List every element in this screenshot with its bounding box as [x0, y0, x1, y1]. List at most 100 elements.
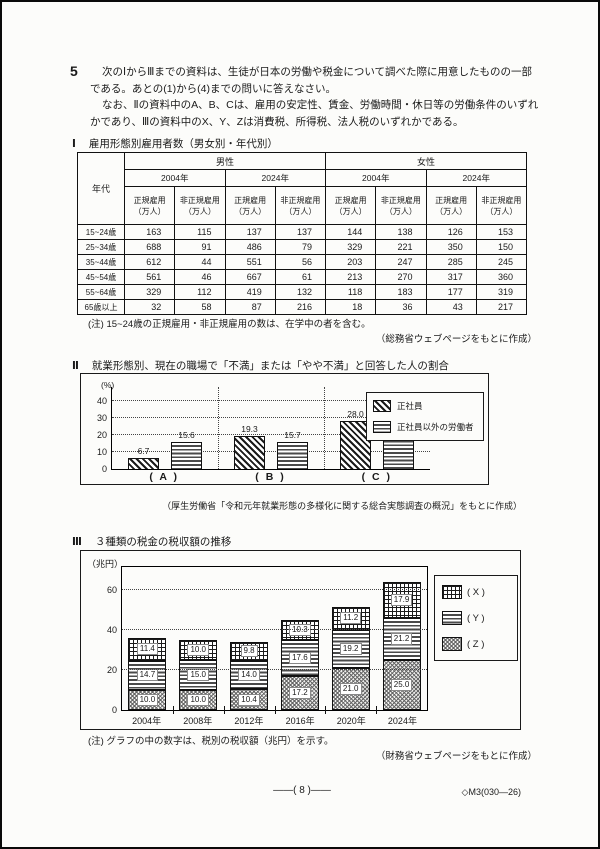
- value-cell: 221: [375, 239, 427, 255]
- year-header: 2024年: [425, 169, 527, 187]
- value-cell: 350: [425, 239, 477, 255]
- value-cell: 137: [274, 224, 327, 240]
- bar-stack: 21.0 19.2 11.2: [331, 607, 370, 710]
- stack-segment: 11.2: [331, 607, 370, 630]
- age-cell: 65歳以上: [77, 299, 125, 315]
- bar-regular-employee: [339, 421, 371, 469]
- stack-segment: 25.0: [382, 660, 421, 710]
- segment-value-label: 15.0: [187, 669, 210, 681]
- bar-regular-employee: [127, 457, 159, 469]
- bar-wrapper: 15.6: [170, 387, 202, 469]
- column-header: 非正規雇用 （万人）: [475, 186, 528, 225]
- table-row: 45~54歳 561 46 667 61 213 270 317 360: [77, 269, 528, 285]
- chart3-y-unit: （兆円）: [87, 559, 124, 569]
- table-row: 25~34歳 688 91 486 79 329 221 350 150: [77, 239, 528, 255]
- value-cell: 137: [224, 224, 276, 240]
- value-cell: 216: [274, 299, 327, 315]
- section1-title-text: 雇用形態別雇用者数（男女別・年代別）: [88, 138, 278, 150]
- x-category-label: ( B ): [255, 471, 286, 483]
- stack-segment: 21.0: [331, 668, 370, 710]
- bar-value-label: 15.7: [284, 430, 301, 441]
- stack-segment: 19.2: [331, 629, 370, 668]
- bar-wrapper: 15.7: [276, 387, 308, 469]
- value-cell: 32: [123, 299, 176, 315]
- bar-stack: 17.2 17.6 10.3: [280, 619, 319, 710]
- stack-segment: 17.6: [280, 640, 319, 676]
- value-cell: 213: [324, 269, 377, 285]
- segment-value-label: 10.0: [187, 644, 210, 656]
- section3-title-text: ３種類の税金の税収額の推移: [94, 536, 232, 548]
- table1-note-block: (注) 15~24歳の正規雇用・非正規雇用の数は、在学中の者を含む。 （総務省ウ…: [88, 318, 537, 346]
- section1-numeral: Ⅰ: [72, 138, 76, 150]
- segment-value-label: 11.2: [340, 612, 362, 625]
- axis-tick: [274, 706, 276, 714]
- table1-note: (注) 15~24歳の正規雇用・非正規雇用の数は、在学中の者を含む。: [88, 319, 371, 330]
- value-cell: 150: [475, 239, 528, 255]
- chart2-legend: 正社員 正社員以外の労働者: [366, 392, 484, 441]
- legend-item: 正社員以外の労働者: [373, 421, 477, 433]
- x-year-label: 2004年: [132, 716, 162, 726]
- value-cell: 115: [174, 224, 226, 240]
- value-cell: 132: [274, 284, 327, 300]
- table-row: 35~44歳 612 44 551 56 203 247 285 245: [77, 254, 528, 270]
- chart3-bar: 10.4 14.0 9.8: [224, 567, 275, 710]
- chart3-xlabels: 2004年 2008年 2012年 2016年 2020年 2024年: [121, 714, 428, 727]
- segment-value-label: 17.6: [289, 652, 311, 665]
- gridline: [112, 417, 430, 418]
- chart3-bar: 17.2 17.6 10.3: [274, 567, 325, 710]
- stack-segment: 17.9: [382, 581, 421, 618]
- question-header: 5 次のⅠからⅢまでの資料は、生徒が日本の労働や税金について調べた際に用意したも…: [70, 63, 542, 130]
- bar-stack: 25.0 21.2 17.9: [382, 581, 421, 710]
- segment-value-label: 10.0: [187, 694, 210, 706]
- bar-value-label: 28.0: [347, 409, 364, 420]
- chart3-source: （財務省ウェブページをもとに作成）: [375, 751, 537, 762]
- y-tick-label: 20: [96, 430, 107, 440]
- value-cell: 144: [324, 224, 377, 240]
- gender-header-male: 男性: [124, 152, 326, 170]
- age-cell: 35~44歳: [77, 254, 125, 270]
- value-cell: 163: [123, 224, 176, 240]
- y-tick-label: 30: [96, 413, 107, 423]
- intro-paragraph-1: 次のⅠからⅢまでの資料は、生徒が日本の労働や税金について調べた際に用意したものの…: [90, 66, 533, 95]
- bar-regular-employee: [233, 436, 265, 469]
- gridline: [122, 629, 427, 630]
- value-cell: 118: [324, 284, 377, 300]
- table-row: 15~24歳 163 115 137 137 144 138 126 153: [77, 224, 528, 240]
- stack-segment: 9.8: [230, 641, 269, 662]
- employment-table: 年代 男性 女性 2004年 2024年 2004年 2024年 正規雇用 （万人…: [77, 152, 528, 315]
- chart3-bar: 25.0 21.2 17.9: [376, 567, 427, 710]
- diagonal-hatch-swatch: [373, 400, 391, 412]
- dense-crosshatch-swatch: [442, 637, 462, 651]
- column-header: 非正規雇用 （万人）: [375, 186, 427, 225]
- bar-non-regular-employee: [276, 442, 308, 469]
- intro-paragraph-2: なお、Ⅱの資料中のA、B、Cは、雇用の安定性、賃金、労働時間・休日等の労働条件の…: [90, 99, 539, 128]
- value-cell: 18: [324, 299, 377, 315]
- x-year-label: 2008年: [183, 716, 213, 726]
- y-tick-label: 60: [106, 585, 117, 595]
- stack-segment: 11.4: [128, 637, 167, 661]
- chart3-plot: 0 20 40 60 10.0 14.7 11.4 10.0 15.0 10.0 10.4 14.0 9…: [107, 566, 428, 715]
- legend-label: ( X ): [467, 586, 485, 598]
- group-separator: [218, 387, 219, 469]
- segment-value-label: 17.2: [289, 686, 311, 699]
- value-cell: 36: [375, 299, 427, 315]
- y-tick-label: 40: [106, 625, 117, 635]
- section2-numeral: Ⅱ: [72, 360, 79, 372]
- employment-table-body: 15~24歳 163 115 137 137 144 138 126 153 25~34歳 688 9…: [77, 224, 528, 315]
- value-cell: 183: [375, 284, 427, 300]
- section3-title: Ⅲ ３種類の税金の税収額の推移: [72, 534, 231, 549]
- axis-tick: [325, 706, 327, 714]
- chart3: （兆円） 0 20 40 60 10.0 14.7 11.4 10.0 15.0 10.0 10.4…: [80, 550, 521, 730]
- year-header: 2024年: [224, 169, 326, 187]
- age-column-header: 年代: [77, 152, 125, 225]
- gender-header-female: 女性: [325, 152, 527, 170]
- value-cell: 245: [475, 254, 528, 270]
- axis-tick: [223, 706, 225, 714]
- stack-segment: 21.2: [382, 617, 421, 660]
- age-cell: 15~24歳: [77, 224, 125, 240]
- x-category-label: ( C ): [361, 471, 393, 483]
- value-cell: 319: [475, 284, 528, 300]
- stack-segment: 17.2: [280, 675, 319, 710]
